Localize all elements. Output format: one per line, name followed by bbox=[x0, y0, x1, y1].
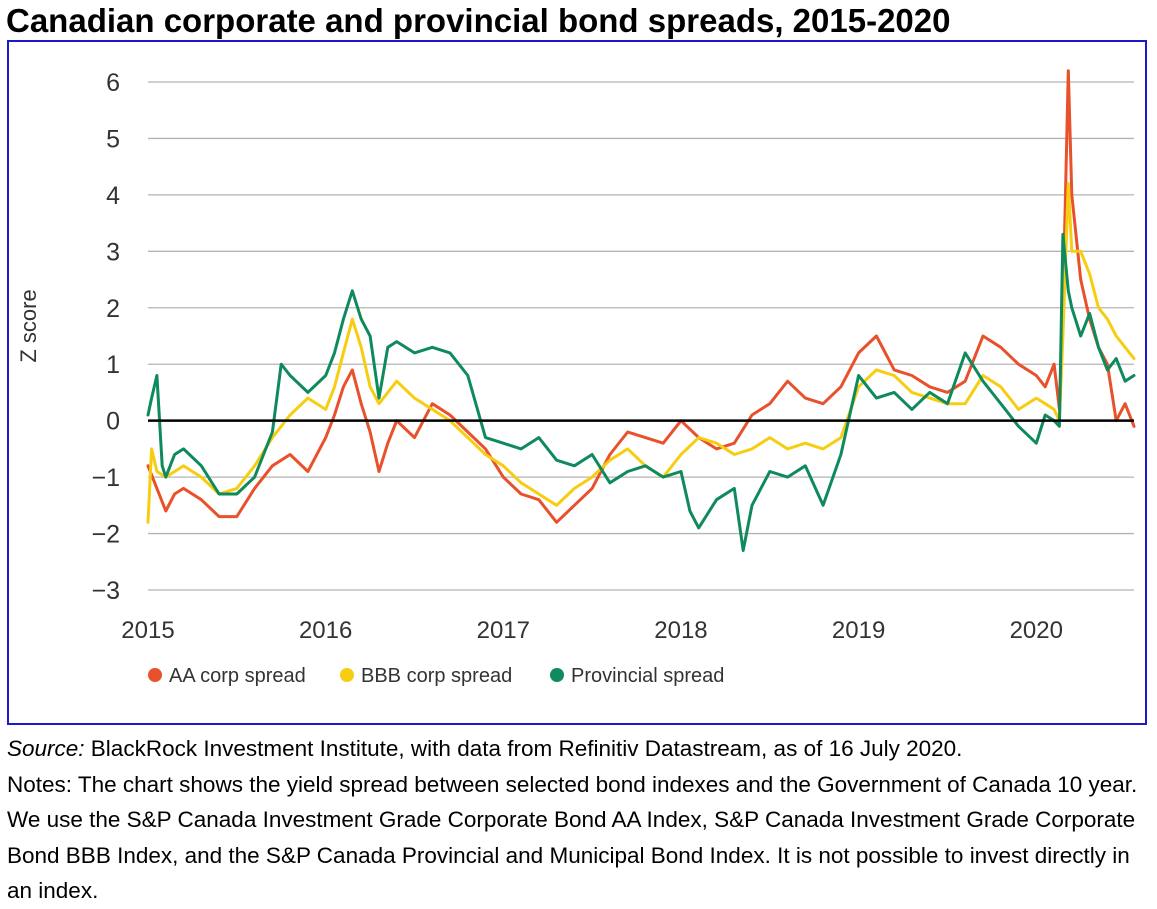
source-notes: Source: BlackRock Investment Institute, … bbox=[7, 731, 1152, 909]
gridlines bbox=[148, 81, 1134, 591]
notes-text: Notes: The chart shows the yield spread … bbox=[7, 771, 1138, 904]
series-lines bbox=[146, 69, 1136, 552]
source-line: Source: BlackRock Investment Institute, … bbox=[7, 731, 1152, 767]
y-tick-label: −1 bbox=[91, 464, 120, 492]
y-tick-label: −2 bbox=[91, 521, 120, 549]
chart-svg: 6 5 4 3 2 1 0 −1 −2 −3 2015 2016 2017 2018 2019 2020 Z… bbox=[16, 69, 1136, 687]
x-tick-label: 2017 bbox=[477, 617, 530, 644]
y-tick-label: −3 bbox=[91, 577, 120, 605]
y-axis-label: Z score bbox=[16, 289, 41, 362]
x-tick-label: 2018 bbox=[654, 617, 707, 644]
y-tick-label: 0 bbox=[106, 408, 120, 436]
series-line-aa-corp-spread bbox=[146, 69, 1136, 524]
legend-marker bbox=[340, 668, 354, 682]
chart-title: Canadian corporate and provincial bond s… bbox=[6, 2, 951, 39]
y-tick-labels: 6 5 4 3 2 1 0 −1 −2 −3 bbox=[91, 69, 120, 605]
x-tick-labels: 2015 2016 2017 2018 2019 2020 bbox=[121, 617, 1063, 644]
legend: AA corp spread BBB corp spread Provincial … bbox=[148, 665, 724, 687]
y-tick-label: 3 bbox=[106, 238, 120, 266]
legend-label: Provincial spread bbox=[571, 665, 724, 687]
legend-label: AA corp spread bbox=[169, 665, 306, 687]
x-tick-label: 2019 bbox=[832, 617, 885, 644]
y-tick-label: 5 bbox=[106, 125, 120, 153]
legend-marker bbox=[148, 668, 162, 682]
series-line-bbb-corp-spread bbox=[146, 182, 1136, 524]
y-tick-label: 6 bbox=[106, 69, 120, 97]
x-tick-label: 2015 bbox=[121, 617, 174, 644]
x-tick-label: 2016 bbox=[299, 617, 352, 644]
legend-label: BBB corp spread bbox=[361, 665, 512, 687]
series-line-provincial-spread bbox=[146, 232, 1136, 552]
source-label: Source: bbox=[7, 736, 85, 761]
chart-frame bbox=[7, 40, 1147, 725]
y-tick-label: 1 bbox=[106, 351, 120, 379]
x-tick-label: 2020 bbox=[1010, 617, 1063, 644]
legend-marker bbox=[550, 668, 564, 682]
source-text: BlackRock Investment Institute, with dat… bbox=[84, 736, 963, 761]
y-tick-label: 2 bbox=[106, 295, 120, 323]
y-tick-label: 4 bbox=[106, 182, 120, 210]
